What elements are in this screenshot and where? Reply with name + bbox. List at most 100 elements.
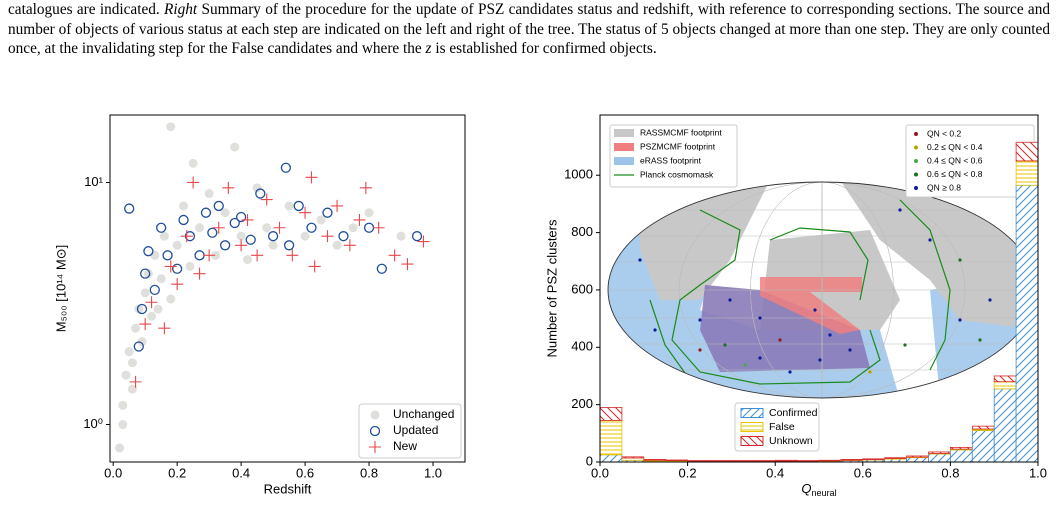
sky-source [978, 338, 982, 342]
x-tick-label: 0.8 [360, 465, 378, 480]
point [284, 201, 294, 211]
point [124, 347, 134, 357]
legend-patch [740, 408, 764, 418]
legend-patch [740, 436, 764, 446]
point [308, 260, 321, 273]
sky-source [638, 258, 642, 262]
point [203, 249, 216, 262]
point [235, 211, 247, 223]
point [363, 222, 375, 233]
sky-source [723, 343, 727, 347]
figure-caption: catalogues are indicated. Right Summary … [8, 0, 1050, 59]
point [134, 304, 144, 314]
point [243, 255, 253, 265]
y-tick-label: 10¹ [84, 174, 103, 189]
x-tick-label: 1.0 [424, 465, 442, 480]
legend-patch [740, 422, 764, 432]
point [166, 294, 176, 304]
bar-segment [884, 457, 908, 459]
point [316, 215, 326, 225]
point [236, 231, 246, 241]
sky-source [653, 328, 657, 332]
point [220, 208, 230, 218]
point [417, 235, 430, 248]
point [158, 322, 171, 335]
point [156, 274, 166, 284]
bar-segment [687, 460, 710, 462]
point [280, 162, 292, 173]
bar-segment [971, 430, 995, 463]
point [286, 249, 299, 262]
inset-legend-label: 0.2 ≤ QN < 0.4 [927, 142, 983, 152]
inset-legend-patch [614, 157, 634, 165]
point [127, 358, 137, 368]
point [331, 199, 344, 212]
point [293, 200, 304, 212]
point [136, 303, 148, 315]
caption-emphasis: Right [164, 1, 198, 18]
x-axis-label: Redshift [264, 481, 312, 496]
bar-segment [1015, 141, 1039, 162]
bar-segment [993, 388, 1017, 463]
legend-box [358, 403, 462, 459]
point [299, 206, 312, 219]
point [166, 122, 176, 132]
point [222, 181, 235, 194]
legend-label: Updated [393, 423, 438, 437]
point [321, 230, 334, 243]
inset-legend-label: eRASS footprint [640, 155, 702, 165]
point [195, 223, 205, 233]
pszmcmf-region [760, 277, 862, 334]
point [401, 258, 414, 271]
bar-segment [599, 454, 623, 463]
point [268, 240, 278, 250]
point [211, 250, 221, 260]
inset-legend-patch [614, 129, 634, 137]
sky-source [868, 370, 872, 374]
point [359, 181, 372, 194]
point [260, 193, 273, 206]
point [241, 213, 254, 226]
x-axis-label-main: Q [801, 481, 811, 496]
bar-segment [752, 460, 776, 462]
overlap-region [700, 285, 870, 372]
sky-source [928, 238, 932, 242]
bar-segment [643, 459, 667, 461]
point [252, 183, 262, 193]
legend-marker [369, 441, 381, 453]
y-tick-label: 10⁰ [83, 416, 103, 431]
point [322, 207, 333, 218]
legend-label: False [769, 421, 795, 433]
y-tick-label: 0 [586, 453, 593, 468]
y-tick-label: 800 [571, 224, 593, 239]
x-tick-label: 0.6 [296, 465, 314, 480]
bar-segment [599, 407, 623, 421]
sky-source [728, 298, 732, 302]
y-tick-label: 1000 [564, 167, 593, 182]
sky-source [788, 370, 792, 374]
point [376, 263, 387, 274]
bar-segment [950, 446, 973, 450]
sky-source [698, 318, 702, 322]
point [219, 240, 231, 251]
point [262, 223, 272, 233]
point [194, 250, 205, 261]
point [306, 222, 317, 233]
sky-source [898, 208, 902, 212]
point [140, 268, 151, 279]
point [137, 337, 147, 347]
inset-legend-marker [914, 186, 918, 190]
sky-regions [608, 182, 1036, 398]
caption-text: Summary of the procedure for the update … [8, 1, 1050, 58]
bar-segment [862, 458, 886, 461]
bar-segment [774, 459, 798, 462]
point [172, 240, 182, 250]
sky-source [828, 333, 832, 337]
inset-legend-label: 0.4 ≤ QN < 0.6 [927, 155, 983, 165]
point [140, 288, 150, 298]
point [159, 231, 169, 241]
point [396, 231, 406, 241]
point [149, 284, 160, 296]
point [372, 221, 385, 234]
caption-math: z [425, 40, 432, 58]
